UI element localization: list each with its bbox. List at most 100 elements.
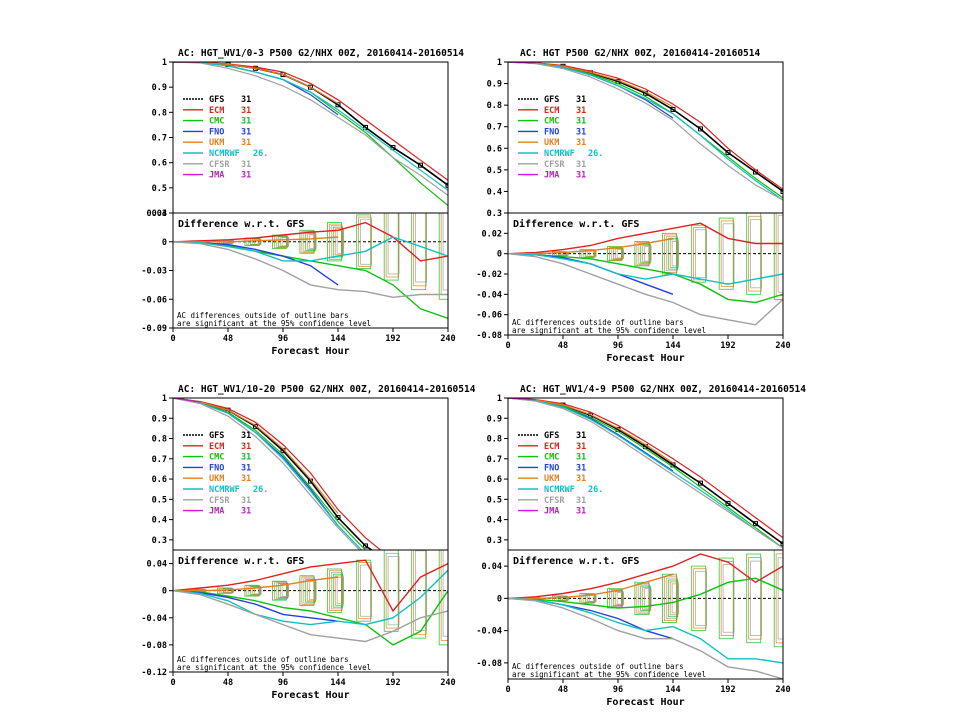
diff-line-ukm	[508, 237, 674, 255]
y-tick-label: 0.4	[152, 209, 167, 219]
legend-count-ecm: 31	[576, 442, 586, 452]
legend-count-cfsr: 31	[241, 496, 251, 506]
significance-bar	[442, 550, 448, 637]
x-tick-label: 0	[170, 334, 175, 344]
x-tick-label: 48	[223, 678, 233, 688]
diff-line-ecm	[508, 553, 783, 600]
significance-bar	[326, 568, 342, 613]
significance-bar	[301, 576, 315, 605]
legend-count-jma: 31	[576, 171, 586, 181]
series-line-ecm	[508, 398, 783, 539]
series-line-cfsr	[173, 398, 361, 550]
x-tick-label: 48	[558, 685, 568, 695]
legend-label-fno: FNO	[209, 463, 224, 473]
significance-bar	[669, 581, 679, 616]
diff-line-cmc	[173, 590, 448, 646]
y-tick-label: 0.5	[152, 495, 167, 505]
diff-y-tick-label: -0.06	[476, 311, 502, 321]
significance-bar	[360, 218, 373, 265]
legend-count-ukm: 31	[576, 138, 586, 148]
significance-bar	[358, 216, 372, 267]
diff-y-tick-label: -0.08	[476, 659, 502, 669]
diff-line-ncmrwf	[508, 597, 783, 664]
y-tick-label: 1	[497, 394, 502, 404]
diff-note-1: AC differences outside of outline bars	[512, 662, 684, 671]
gfs-marker	[335, 102, 341, 108]
legend-label-jma: JMA	[544, 171, 559, 181]
y-tick-label: 0.8	[487, 101, 502, 111]
significance-bar	[248, 585, 261, 596]
significance-bar	[438, 213, 448, 300]
legend-count-jma: 31	[576, 507, 586, 517]
series-line-ncmrwf	[508, 398, 783, 549]
significance-bar	[642, 587, 652, 610]
top-series-group	[508, 62, 783, 201]
legend-count-fno: 31	[241, 127, 251, 137]
legend-count-ecm: 31	[576, 106, 586, 116]
significance-bar	[332, 573, 344, 608]
significance-bar	[718, 557, 734, 640]
significance-bar	[440, 550, 448, 641]
diff-series-group	[508, 213, 783, 326]
x-tick-label: 48	[558, 341, 568, 351]
significance-bar	[277, 236, 289, 248]
significance-bar	[250, 586, 261, 596]
x-axis-label: Forecast Hour	[606, 353, 684, 364]
legend-count-cmc: 31	[576, 453, 586, 463]
y-tick-label: 0.9	[152, 83, 167, 93]
significance-bar	[326, 222, 342, 262]
y-tick-label: 0.4	[487, 187, 502, 197]
significance-bar	[644, 245, 652, 262]
legend-count-cfsr: 31	[576, 496, 586, 506]
legend-label-cfsr: CFSR	[544, 496, 565, 506]
significance-bar	[718, 217, 734, 290]
legend-label-ukm: UKM	[209, 474, 224, 484]
legend-label-gfs: GFS	[544, 431, 559, 441]
significance-bar	[413, 213, 427, 287]
significance-bar	[244, 584, 260, 597]
chart-panel-1: AC: HGT P500 G2/NHX 00Z, 20160414-201605…	[476, 48, 790, 364]
legend-count-cfsr: 31	[576, 160, 586, 170]
legend-count-jma: 31	[241, 171, 251, 181]
significance-bar	[356, 214, 372, 269]
significance-bar	[720, 220, 735, 287]
gfs-marker	[445, 182, 448, 188]
significance-bar	[638, 584, 651, 613]
chart-title: AC: HGT_WV1/0-3 P500 G2/NHX 00Z, 2016041…	[178, 48, 464, 59]
significance-bar	[301, 230, 315, 253]
significance-bar	[411, 213, 427, 291]
significance-bar	[750, 560, 762, 637]
gfs-marker	[698, 480, 703, 486]
significance-bar	[748, 557, 762, 640]
significance-bar	[252, 586, 262, 595]
significance-bar	[589, 595, 597, 602]
significance-bar	[328, 570, 343, 612]
significance-bar	[669, 239, 679, 268]
significance-bar	[608, 246, 623, 261]
gfs-marker	[335, 515, 341, 521]
x-axis-label: Forecast Hour	[606, 697, 684, 708]
significance-bar	[663, 575, 678, 622]
x-tick-label: 96	[613, 341, 623, 351]
x-tick-label: 144	[665, 685, 680, 695]
significance-bar	[636, 242, 650, 266]
gfs-marker	[753, 521, 758, 527]
significance-bar	[279, 236, 289, 247]
y-tick-label: 0.8	[152, 435, 167, 445]
significance-bar	[634, 241, 650, 267]
legend-count-ecm: 31	[241, 442, 251, 452]
diff-y-tick-label: 0	[497, 250, 502, 260]
diff-line-cfsr	[173, 241, 448, 299]
y-tick-label: 0.7	[152, 455, 167, 465]
significance-bar	[305, 578, 316, 603]
y-tick-label: 1	[162, 58, 167, 68]
significance-bar	[695, 229, 707, 278]
diff-title: Difference w.r.t. GFS	[513, 555, 639, 567]
series-line-ncmrwf	[173, 398, 363, 550]
significance-bar	[671, 241, 680, 267]
y-tick-label: 0.7	[487, 123, 502, 133]
significance-bar	[663, 234, 678, 273]
x-tick-label: 240	[775, 341, 790, 351]
significance-bar	[358, 562, 372, 620]
